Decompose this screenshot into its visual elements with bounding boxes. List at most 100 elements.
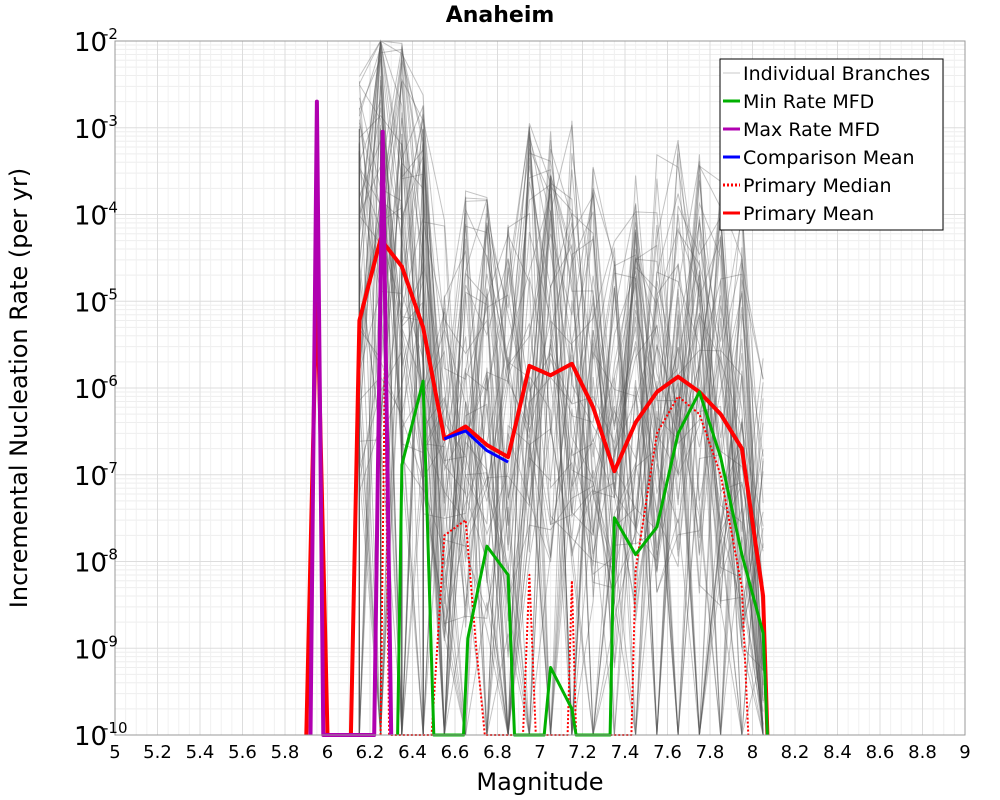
x-tick-label: 8.6 (866, 742, 895, 763)
branch-line (358, 40, 764, 703)
branch-line (358, 39, 764, 736)
branch-line (358, 118, 764, 736)
x-tick-label: 5.6 (228, 742, 257, 763)
y-tick-exponent: -6 (103, 372, 118, 390)
y-tick-base: 10 (74, 202, 107, 232)
y-tick-exponent: -10 (103, 719, 128, 737)
branch-line (358, 128, 764, 736)
branch-line (358, 112, 764, 736)
branch-line (358, 59, 764, 736)
branch-line (358, 217, 764, 736)
x-tick-label: 7 (534, 742, 545, 763)
y-tick-base: 10 (74, 635, 107, 665)
legend-box (719, 58, 944, 231)
y-tick-base: 10 (74, 288, 107, 318)
x-tick-label: 6.6 (441, 742, 470, 763)
branch-line (358, 114, 764, 736)
legend-label: Primary Mean (743, 203, 874, 225)
branch-line (358, 48, 764, 736)
branch-line (358, 81, 764, 736)
x-tick-label: 5.8 (271, 742, 300, 763)
branch-line (358, 199, 764, 736)
x-tick-label: 5.4 (186, 742, 215, 763)
y-tick-exponent: -3 (103, 112, 118, 130)
x-tick-label: 6.8 (483, 742, 512, 763)
branch-line (358, 81, 764, 736)
branch-line (358, 188, 764, 736)
branch-line (358, 44, 764, 736)
legend-label: Min Rate MFD (743, 91, 874, 113)
branch-line (358, 148, 764, 736)
y-tick-base: 10 (74, 722, 107, 752)
branch-line (358, 40, 764, 736)
x-tick-label: 8 (747, 742, 758, 763)
branch-line (358, 39, 764, 736)
legend-label: Comparison Mean (743, 147, 915, 169)
x-tick-label: 8.8 (908, 742, 937, 763)
branch-line (358, 99, 764, 630)
series-comparison-mean (443, 429, 509, 464)
y-tick-base: 10 (74, 115, 107, 145)
legend-label: Primary Median (743, 175, 892, 197)
y-tick-exponent: -8 (103, 546, 118, 564)
branch-line (358, 97, 764, 736)
branch-line (358, 195, 764, 736)
legend-label: Max Rate MFD (743, 119, 880, 141)
branch-line (358, 50, 764, 736)
x-tick-label: 5.2 (143, 742, 172, 763)
branch-line (358, 40, 764, 736)
y-tick-exponent: -7 (103, 459, 118, 477)
y-tick-base: 10 (74, 549, 107, 579)
x-tick-label: 6.2 (356, 742, 385, 763)
y-tick-base: 10 (74, 375, 107, 405)
y-tick-base: 10 (74, 462, 107, 492)
x-tick-label: 8.2 (781, 742, 810, 763)
branch-line (358, 40, 764, 736)
branch-line (358, 119, 764, 736)
x-axis-ticks: 5 5.2 5.4 5.6 5.8 6 6.2 6.4 6.6 6.8 7 7.2 7.4 7.6 7.8 8… (109, 742, 970, 763)
x-axis-label: Magnitude (476, 768, 603, 796)
branch-line (358, 40, 764, 736)
x-tick-label: 7.2 (568, 742, 597, 763)
x-tick-label: 7.6 (653, 742, 682, 763)
x-tick-label: 8.4 (823, 742, 852, 763)
y-tick-exponent: -2 (103, 25, 118, 43)
legend-label: Individual Branches (743, 63, 930, 85)
branch-line (358, 78, 764, 736)
branch-line (358, 124, 764, 736)
branch-line (358, 84, 764, 736)
branch-line (358, 81, 764, 736)
branch-line (359, 114, 764, 736)
branch-line (358, 58, 764, 736)
branch-line (358, 85, 764, 736)
y-tick-exponent: -5 (103, 285, 118, 303)
branch-line (358, 153, 764, 736)
branch-line (358, 125, 764, 736)
plot-frame (114, 40, 966, 736)
x-tick-label: 9 (959, 742, 970, 763)
x-tick-label: 7.4 (611, 742, 640, 763)
branch-line (358, 54, 764, 736)
branch-line (358, 40, 764, 736)
x-tick-label: 5 (109, 742, 120, 763)
y-tick-exponent: -4 (103, 199, 118, 217)
branch-line (358, 63, 764, 736)
branch-line (358, 40, 764, 736)
legend: Individual Branches Min Rate MFD Max Rate … (719, 58, 944, 231)
y-tick-base: 10 (74, 28, 107, 58)
branch-line (358, 142, 764, 736)
x-tick-label: 6 (322, 742, 333, 763)
y-axis-label: Incremental Nucleation Rate (per yr) (5, 168, 33, 608)
branch-line (358, 40, 764, 668)
x-tick-label: 7.8 (696, 742, 725, 763)
branch-line (358, 217, 764, 725)
branch-line (358, 46, 764, 736)
chart-title: Anaheim (446, 3, 555, 28)
legend-items: Individual Branches Min Rate MFD Max Rate … (723, 63, 930, 225)
x-tick-label: 6.4 (398, 742, 427, 763)
y-tick-exponent: -9 (103, 632, 118, 650)
branch-line (358, 151, 764, 736)
